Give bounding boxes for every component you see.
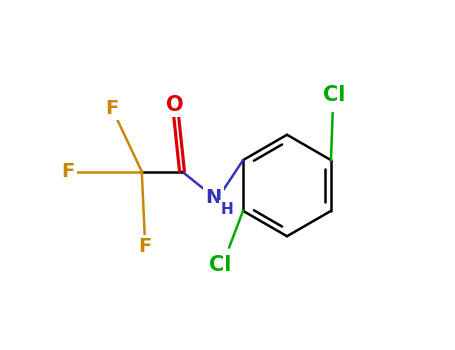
Text: Cl: Cl xyxy=(209,255,232,275)
Text: F: F xyxy=(61,162,75,181)
Text: F: F xyxy=(106,99,119,118)
Text: F: F xyxy=(139,237,152,256)
Text: Cl: Cl xyxy=(323,85,346,105)
Text: N: N xyxy=(205,188,222,207)
Text: H: H xyxy=(220,202,233,217)
Text: O: O xyxy=(166,95,184,115)
